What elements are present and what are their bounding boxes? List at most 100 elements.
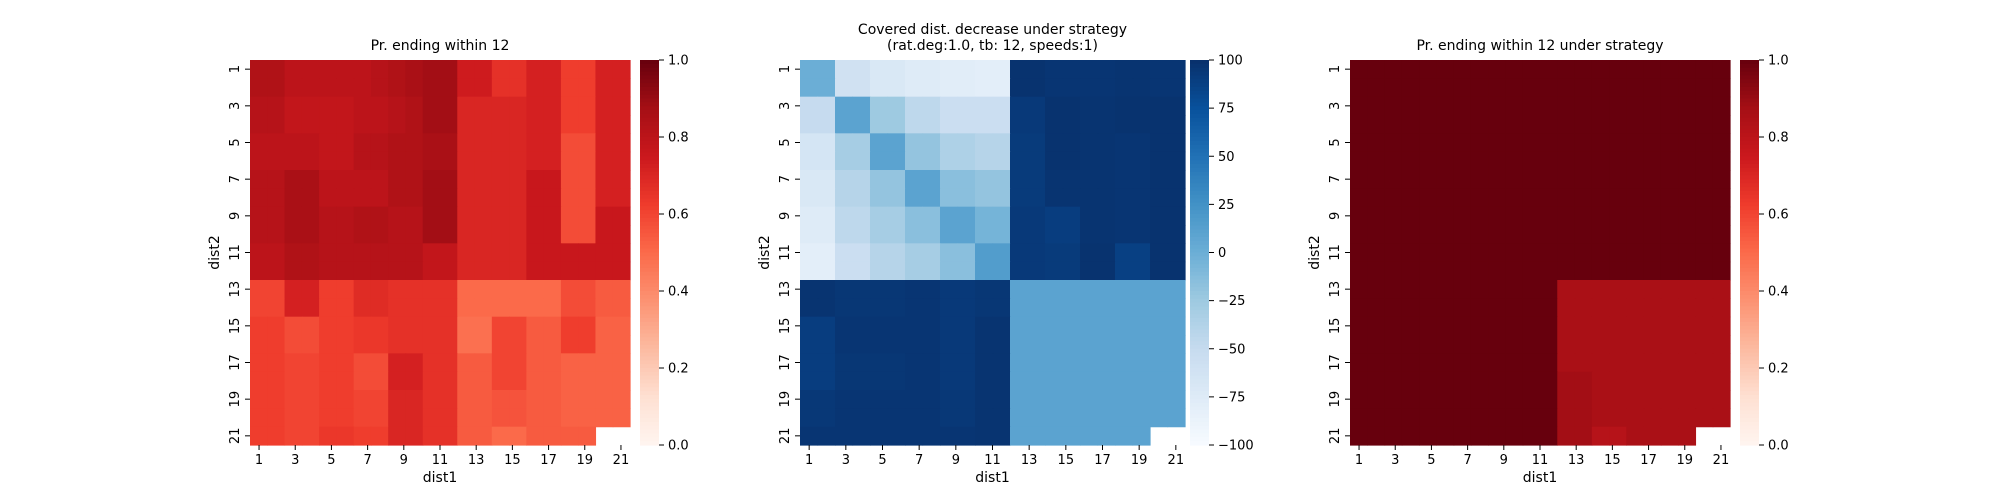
heatmap-cell xyxy=(301,206,320,226)
heatmap-cell xyxy=(800,170,819,189)
heatmap-cell xyxy=(491,96,510,116)
heatmap-cell xyxy=(491,78,510,98)
colorbar-segment xyxy=(1190,256,1209,261)
heatmap-cell xyxy=(1097,96,1116,116)
heatmap-cell xyxy=(922,225,941,244)
heatmap-cell xyxy=(560,170,579,189)
heatmap-panel-2: Covered dist. decrease under strategy(ra… xyxy=(757,22,1254,486)
heatmap-cell xyxy=(491,316,510,336)
x-tick-label: 17 xyxy=(1094,453,1111,468)
heatmap-cell xyxy=(817,371,836,391)
colorbar-segment xyxy=(1740,148,1759,153)
heatmap-cell xyxy=(1080,206,1099,226)
colorbar-segment xyxy=(1190,75,1209,80)
heatmap-cell xyxy=(353,188,372,208)
colorbar-segment xyxy=(640,437,659,442)
heatmap-cell xyxy=(1522,426,1541,446)
colorbar-segment xyxy=(640,94,659,100)
heatmap-cell xyxy=(1027,60,1046,79)
heatmap-cell xyxy=(957,170,976,189)
heatmap-cell xyxy=(284,408,303,428)
colorbar-segment xyxy=(1740,94,1759,100)
heatmap-cell xyxy=(1678,96,1697,116)
heatmap-cell xyxy=(526,353,545,373)
heatmap-cell xyxy=(1367,335,1386,354)
heatmap-cell xyxy=(388,78,407,98)
heatmap-cell xyxy=(1505,316,1524,336)
heatmap-cell xyxy=(422,390,441,409)
y-tick-label: 7 xyxy=(778,175,793,183)
x-tick-label: 11 xyxy=(1532,453,1549,468)
heatmap-cell xyxy=(1505,408,1524,428)
heatmap-cell xyxy=(526,188,545,208)
colorbar-segment xyxy=(1190,63,1209,69)
colorbar-segment xyxy=(640,75,659,80)
heatmap-cell xyxy=(526,115,545,134)
heatmap-cell xyxy=(319,133,337,153)
heatmap-cell xyxy=(1150,206,1169,226)
colorbar-segment xyxy=(1740,183,1759,188)
heatmap-cell xyxy=(1045,280,1064,299)
heatmap-cell xyxy=(1436,60,1455,79)
heatmap-cell xyxy=(1557,151,1576,171)
colorbar-segment xyxy=(1740,310,1759,315)
heatmap-cell xyxy=(474,316,493,336)
heatmap-cell xyxy=(1436,371,1455,391)
heatmap-cell xyxy=(250,96,268,116)
heatmap-cell xyxy=(491,170,510,189)
heatmap-cell xyxy=(1695,408,1714,428)
heatmap-cell xyxy=(509,390,527,409)
heatmap-cell xyxy=(560,133,579,153)
heatmap-cell xyxy=(612,371,631,391)
heatmap-cell xyxy=(543,261,562,281)
heatmap-cell xyxy=(1505,298,1524,318)
heatmap-cell xyxy=(405,261,424,281)
colorbar-segment xyxy=(1740,113,1759,119)
colorbar-segment xyxy=(1740,214,1759,219)
heatmap-cell xyxy=(595,408,614,428)
heatmap-cell xyxy=(595,243,614,263)
colorbar-segment xyxy=(1740,348,1759,354)
heatmap-cell xyxy=(870,96,889,116)
heatmap-cell xyxy=(817,298,836,318)
heatmap-cell xyxy=(922,133,941,153)
heatmap-cell xyxy=(509,335,527,354)
heatmap-cell xyxy=(595,170,614,189)
heatmap-cell xyxy=(370,335,389,354)
heatmap-cell xyxy=(422,243,441,263)
heatmap-cell xyxy=(1695,96,1714,116)
heatmap-cell xyxy=(940,353,959,373)
colorbar-segment xyxy=(640,237,659,242)
heatmap-cell xyxy=(957,60,976,79)
colorbar-segment xyxy=(1740,248,1759,254)
heatmap-cell xyxy=(1712,96,1731,116)
heatmap-cell xyxy=(388,115,407,134)
heatmap-cell xyxy=(457,353,476,373)
heatmap-cell xyxy=(1401,243,1420,263)
heatmap-cell xyxy=(1540,133,1558,153)
heatmap-cell xyxy=(1453,151,1472,171)
colorbar-segment xyxy=(1740,260,1759,265)
heatmap-cell xyxy=(835,170,854,189)
heatmap-cell xyxy=(405,243,424,263)
colorbar-segment xyxy=(640,202,659,207)
heatmap-cell xyxy=(250,298,268,318)
colorbar-tick-label: 75 xyxy=(1218,102,1235,117)
heatmap-cell xyxy=(509,316,527,336)
heatmap-cell xyxy=(1045,60,1064,79)
heatmap-cell xyxy=(1419,206,1437,226)
heatmap-cell xyxy=(1678,335,1697,354)
heatmap-cell xyxy=(336,206,355,226)
heatmap-cell xyxy=(405,170,424,189)
y-axis-label: dist2 xyxy=(207,235,223,269)
heatmap-cell xyxy=(992,280,1011,299)
colorbar-segment xyxy=(1740,421,1759,427)
chart-title: Pr. ending within 12 under strategy xyxy=(1416,38,1663,54)
heatmap-cell xyxy=(440,371,458,391)
heatmap-cell xyxy=(1626,280,1645,299)
heatmap-cell xyxy=(1643,133,1662,153)
heatmap-cell xyxy=(1522,133,1541,153)
colorbar: 0.00.20.40.60.81.0 xyxy=(640,54,689,454)
heatmap-cell xyxy=(612,390,631,409)
